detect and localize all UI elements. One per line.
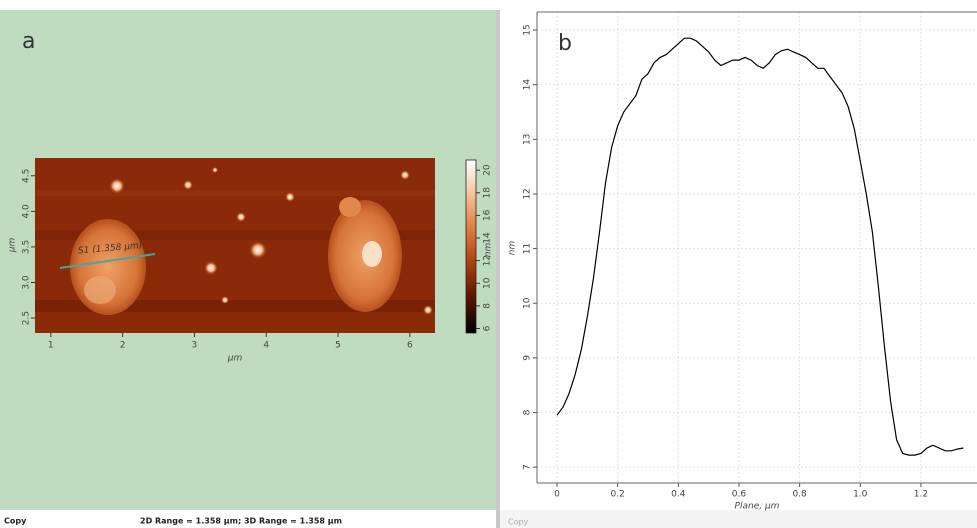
- colorbar-tick-label: 8: [483, 303, 493, 309]
- afm-image: [35, 158, 435, 333]
- y-tick-label: 2.5: [22, 311, 32, 325]
- x-tick-label: 0.8: [792, 490, 807, 500]
- y-tick-label: 4.0: [22, 204, 32, 219]
- y-tick-label: 4.5: [22, 169, 32, 183]
- y-tick-label: 9: [523, 355, 533, 361]
- x-tick-label: 0.2: [610, 490, 624, 500]
- panel-label: a: [22, 29, 35, 54]
- copy-button[interactable]: Copy: [4, 517, 27, 526]
- y-tick-label: 7: [523, 464, 533, 470]
- colorbar-tick-label: 6: [483, 325, 493, 331]
- x-tick-label: 0.6: [732, 490, 747, 500]
- x-tick-label: 2: [120, 341, 126, 351]
- x-tick-label: 6: [407, 341, 413, 351]
- colorbar-tick-label: 20: [483, 164, 493, 176]
- x-tick-label: 5: [335, 341, 341, 351]
- y-tick-label: 11: [523, 243, 533, 254]
- x-axis-label: Plane, µm: [735, 502, 780, 512]
- colorbar-tick-label: 14: [483, 232, 493, 244]
- colorbar-label: nm: [484, 243, 494, 258]
- copy-button[interactable]: Copy: [508, 518, 529, 527]
- colorbar-tick-label: 12: [483, 255, 493, 266]
- colorbar-tick-label: 18: [483, 187, 493, 199]
- x-tick-label: 4: [263, 341, 269, 351]
- y-tick-label: 10: [523, 297, 533, 309]
- divider: [496, 10, 500, 528]
- x-tick-label: 0.4: [671, 490, 686, 500]
- y-tick-label: 13: [523, 134, 533, 145]
- x-tick-label: 1.2: [914, 490, 928, 500]
- y-tick-label: 3.5: [22, 240, 32, 254]
- y-axis-label: µm: [8, 238, 18, 254]
- x-tick-label: 1.0: [853, 490, 868, 500]
- x-tick-label: 1: [48, 341, 54, 351]
- y-tick-label: 14: [523, 79, 533, 91]
- x-tick-label: 3: [192, 341, 198, 351]
- x-tick-label: 0: [554, 490, 560, 500]
- range-text: 2D Range = 1.358 µm; 3D Range = 1.358 µm: [140, 517, 342, 526]
- y-tick-label: 3.0: [22, 275, 32, 290]
- x-axis-label: µm: [227, 354, 243, 364]
- y-tick-label: 8: [523, 409, 533, 415]
- colorbar-tick-label: 16: [483, 209, 493, 221]
- y-tick-label: 15: [523, 24, 533, 35]
- status-bar: [0, 510, 496, 528]
- colorbar: [465, 159, 477, 334]
- panel-label: b: [558, 31, 572, 56]
- y-tick-label: 12: [523, 188, 533, 199]
- profile-line: [59, 253, 156, 269]
- status-bar: [500, 510, 977, 528]
- profile-curve: [556, 37, 964, 456]
- y-axis-label: nm: [508, 241, 518, 256]
- colorbar-tick-label: 10: [483, 277, 493, 289]
